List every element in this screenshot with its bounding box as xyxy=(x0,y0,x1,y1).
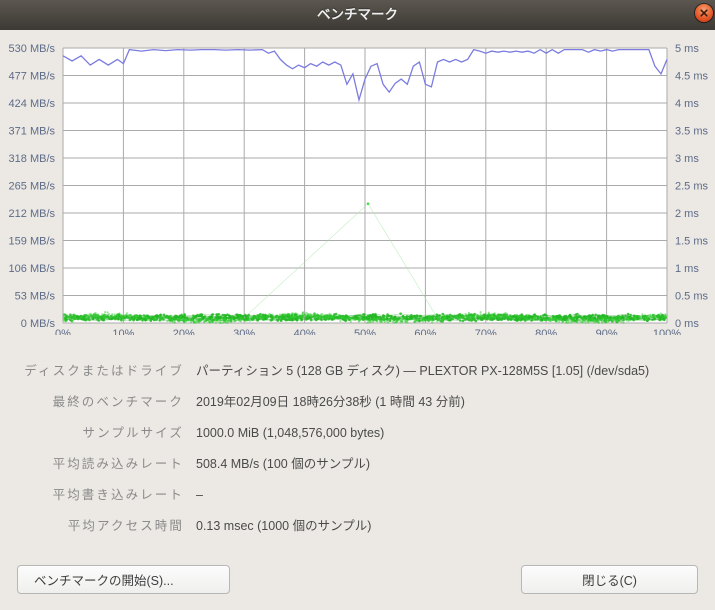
svg-text:80%: 80% xyxy=(535,328,557,335)
svg-text:2.5 ms: 2.5 ms xyxy=(675,181,709,193)
svg-text:2 ms: 2 ms xyxy=(675,208,699,220)
svg-text:4 ms: 4 ms xyxy=(675,98,699,110)
svg-text:70%: 70% xyxy=(475,328,497,335)
svg-text:1 ms: 1 ms xyxy=(675,263,699,275)
svg-text:50%: 50% xyxy=(354,328,376,335)
svg-text:10%: 10% xyxy=(112,328,134,335)
svg-text:3.5 ms: 3.5 ms xyxy=(675,126,709,138)
svg-text:106 MB/s: 106 MB/s xyxy=(9,263,56,275)
svg-text:0 MB/s: 0 MB/s xyxy=(21,318,56,330)
svg-text:5 ms: 5 ms xyxy=(675,43,699,55)
svg-text:100%: 100% xyxy=(653,328,681,335)
svg-text:53 MB/s: 53 MB/s xyxy=(15,291,56,303)
svg-text:318 MB/s: 318 MB/s xyxy=(9,153,56,165)
svg-text:0.5 ms: 0.5 ms xyxy=(675,291,709,303)
svg-text:30%: 30% xyxy=(233,328,255,335)
svg-text:371 MB/s: 371 MB/s xyxy=(9,126,56,138)
svg-text:60%: 60% xyxy=(414,328,436,335)
svg-text:265 MB/s: 265 MB/s xyxy=(9,181,56,193)
svg-text:530 MB/s: 530 MB/s xyxy=(9,43,56,55)
svg-text:1.5 ms: 1.5 ms xyxy=(675,236,709,248)
svg-text:477 MB/s: 477 MB/s xyxy=(9,71,56,83)
svg-text:40%: 40% xyxy=(294,328,316,335)
svg-text:424 MB/s: 424 MB/s xyxy=(9,98,56,110)
svg-text:212 MB/s: 212 MB/s xyxy=(9,208,56,220)
svg-text:90%: 90% xyxy=(596,328,618,335)
svg-text:0%: 0% xyxy=(55,328,71,335)
svg-text:20%: 20% xyxy=(173,328,195,335)
svg-text:3 ms: 3 ms xyxy=(675,153,699,165)
svg-text:4.5 ms: 4.5 ms xyxy=(675,71,709,83)
svg-text:159 MB/s: 159 MB/s xyxy=(9,236,56,248)
